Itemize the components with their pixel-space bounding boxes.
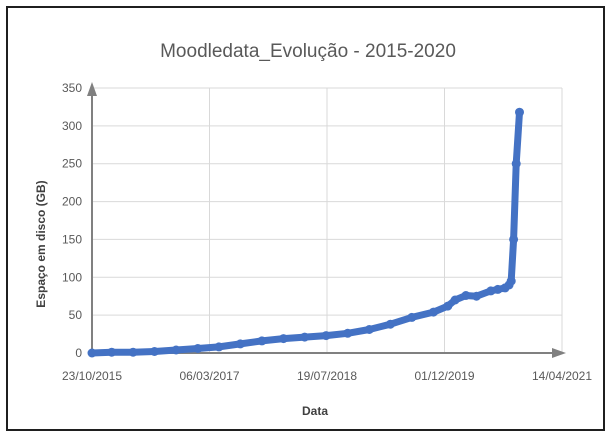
- y-axis-arrow: [87, 82, 97, 96]
- y-tick-label: 150: [62, 232, 82, 246]
- data-point: [385, 319, 395, 329]
- chart-title: Moodledata_Evolução - 2015-2020: [160, 41, 456, 62]
- x-axis-tick-labels: 23/10/2015 06/03/2017 19/07/2018 01/12/2019…: [62, 369, 592, 383]
- chart-svg: Moodledata_Evolução - 2015-2020 0 50 100 15…: [34, 41, 592, 418]
- data-point: [511, 159, 521, 169]
- y-tick-label: 0: [75, 346, 82, 360]
- data-point: [461, 291, 471, 300]
- data-point: [128, 347, 138, 357]
- horizontal-gridlines: [92, 87, 562, 316]
- data-point: [171, 345, 181, 355]
- x-axis-arrow: [552, 348, 566, 358]
- data-point: [150, 347, 159, 356]
- data-point: [107, 347, 117, 357]
- data-point: [364, 325, 374, 334]
- data-point: [472, 291, 481, 301]
- y-tick-label: 100: [62, 270, 82, 284]
- chart-frame: Moodledata_Evolução - 2015-2020 0 50 100 15…: [6, 6, 605, 431]
- data-point: [450, 295, 460, 305]
- data-point: [321, 331, 331, 341]
- y-axis-title: Espaço em disco (GB): [34, 180, 48, 307]
- x-tick-label: 06/03/2017: [179, 369, 239, 383]
- y-axis-tick-labels: 0 50 100 150 200 250 300 350: [62, 81, 82, 360]
- data-point: [443, 301, 453, 311]
- data-point: [429, 307, 438, 317]
- y-tick-label: 250: [62, 157, 82, 171]
- data-point: [407, 312, 417, 322]
- x-axis-title: Data: [302, 404, 328, 418]
- x-tick-label: 19/07/2018: [297, 369, 357, 383]
- x-tick-label: 01/12/2019: [414, 369, 474, 383]
- series-line-group: [87, 107, 524, 358]
- data-point: [486, 286, 496, 296]
- data-point: [509, 234, 519, 244]
- data-point: [87, 348, 97, 358]
- data-point: [214, 342, 224, 352]
- series-line: [88, 108, 523, 357]
- data-point: [279, 334, 288, 344]
- data-point: [235, 339, 245, 349]
- data-point: [300, 332, 310, 342]
- data-point: [506, 276, 516, 286]
- data-point: [493, 284, 503, 294]
- data-point: [257, 336, 267, 346]
- vertical-gridlines: [209, 88, 563, 353]
- data-point: [515, 107, 524, 117]
- data-point: [343, 328, 353, 338]
- y-tick-label: 350: [62, 81, 82, 95]
- x-tick-label: 23/10/2015: [62, 369, 122, 383]
- x-tick-label: 14/04/2021: [532, 369, 592, 383]
- data-point: [193, 344, 203, 353]
- y-tick-label: 200: [62, 195, 82, 209]
- y-tick-label: 50: [69, 308, 83, 322]
- y-tick-label: 300: [62, 119, 82, 133]
